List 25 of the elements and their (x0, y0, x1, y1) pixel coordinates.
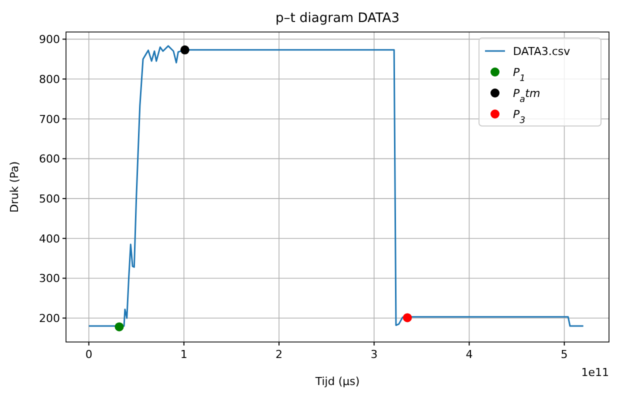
point (402, 313, 412, 322)
x-tick-label: 2 (276, 348, 283, 361)
x-tick-label: 0 (85, 348, 92, 361)
y-tick-label: 500 (39, 192, 60, 206)
y-tick-label: 600 (39, 152, 60, 166)
y-tick-label: 700 (39, 112, 60, 126)
y-tick-label: 800 (39, 73, 60, 86)
x-axis-title: Tijd (μs) (314, 375, 360, 388)
legend-label: DATA3.csv (513, 45, 571, 58)
y-axis-title: Druk (Pa) (8, 161, 21, 213)
point (114, 322, 124, 332)
x-tick-label: 4 (466, 348, 473, 361)
y-tick-label: 400 (39, 232, 60, 246)
x-tick-label: 5 (560, 348, 568, 361)
y-tick-label: 900 (39, 33, 60, 46)
chart-title: p–t diagram DATA3 (276, 11, 400, 26)
y-tick-label: 300 (39, 272, 60, 286)
x-tick-label: 1 (180, 348, 188, 361)
legend-label: P$_{1}$ (513, 66, 526, 84)
legend-label: P$_{3}$ (513, 108, 526, 126)
point (180, 45, 190, 54)
text: 1e11 (581, 366, 609, 379)
x-tick-label: 3 (370, 348, 378, 361)
y-tick-label: 200 (39, 312, 60, 326)
legend-label: P$_{a}$tm (513, 87, 540, 105)
